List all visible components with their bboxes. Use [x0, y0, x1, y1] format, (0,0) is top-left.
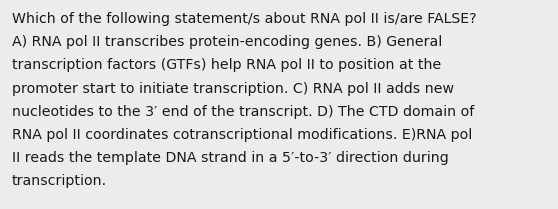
Text: transcription.: transcription.	[12, 174, 107, 188]
Text: transcription factors (GTFs) help RNA pol II to position at the: transcription factors (GTFs) help RNA po…	[12, 58, 441, 72]
Text: II reads the template DNA strand in a 5′-to-3′ direction during: II reads the template DNA strand in a 5′…	[12, 151, 449, 165]
Text: A) RNA pol II transcribes protein-encoding genes. B) General: A) RNA pol II transcribes protein-encodi…	[12, 35, 442, 49]
Text: Which of the following statement/s about RNA pol II is/are FALSE?: Which of the following statement/s about…	[12, 12, 477, 26]
Text: promoter start to initiate transcription. C) RNA pol II adds new: promoter start to initiate transcription…	[12, 82, 454, 96]
Text: RNA pol II coordinates cotranscriptional modifications. E)RNA pol: RNA pol II coordinates cotranscriptional…	[12, 128, 472, 142]
Text: nucleotides to the 3′ end of the transcript. D) The CTD domain of: nucleotides to the 3′ end of the transcr…	[12, 105, 474, 119]
